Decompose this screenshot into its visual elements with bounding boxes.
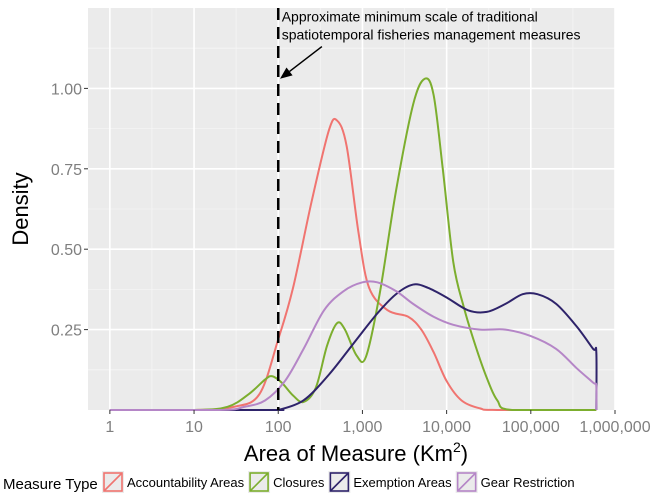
- legend-label: Closures: [273, 475, 325, 490]
- y-axis-title: Density: [8, 172, 33, 245]
- x-tick-label: 100: [265, 419, 292, 436]
- x-tick-label: 10: [185, 419, 203, 436]
- annotation-line-2: spatiotemporal fisheries management meas…: [282, 27, 581, 43]
- series-curve-accountability-areas: [109, 117, 597, 412]
- legend: Measure Type Accountability Areas Closure…: [3, 471, 575, 493]
- x-tick-label: 1,000: [342, 419, 382, 436]
- x-tick-label: 100,000: [502, 419, 560, 436]
- y-tick-label: 1.00: [51, 81, 82, 98]
- x-axis-title-suffix: ): [461, 441, 468, 466]
- y-axis-ticks: 0.25 0.50 0.75 1.00: [51, 81, 88, 340]
- legend-key-slash: [457, 472, 477, 492]
- x-axis-ticks: 1 10 100 1,000 10,000 100,000 1,000,000: [105, 410, 651, 436]
- y-tick-label: 0.50: [51, 242, 82, 259]
- annotation: Approximate minimum scale of traditional…: [280, 9, 581, 79]
- legend-key-box: [456, 472, 477, 492]
- x-axis-title: Area of Measure (Km2): [244, 439, 468, 466]
- legend-key-box: [329, 472, 350, 492]
- grid-lines: [88, 8, 616, 410]
- x-axis-title-superscript: 2: [453, 439, 461, 455]
- series-curve-exemption-areas: [109, 283, 598, 412]
- annotation-line-1: Approximate minimum scale of traditional: [282, 9, 538, 25]
- series-curve-gear-restriction: [109, 280, 598, 411]
- legend-key-slash: [329, 472, 349, 492]
- legend-item: Accountability Areas: [102, 471, 245, 493]
- legend-key-slash: [103, 472, 123, 492]
- legend-label: Exemption Areas: [353, 475, 452, 490]
- legend-key-slash: [249, 472, 269, 492]
- series-curve-closures: [109, 77, 597, 412]
- legend-title: Measure Type: [3, 476, 98, 493]
- legend-key-box: [249, 472, 269, 492]
- x-axis-title-main: Area of Measure (Km: [244, 441, 453, 466]
- legend-item: Exemption Areas: [328, 471, 452, 493]
- legend-label: Gear Restriction: [481, 475, 575, 490]
- legend-item: Gear Restriction: [455, 471, 575, 493]
- density-curves: [109, 77, 598, 412]
- x-tick-label: 1,000,000: [579, 419, 650, 436]
- x-tick-label: 1: [105, 419, 114, 436]
- y-tick-label: 0.75: [51, 162, 82, 179]
- legend-label: Accountability Areas: [127, 475, 245, 490]
- y-tick-label: 0.25: [51, 323, 82, 340]
- x-tick-label: 10,000: [422, 419, 471, 436]
- legend-item: Closures: [248, 471, 325, 493]
- annotation-arrow: [289, 45, 323, 73]
- legend-key-box: [103, 472, 123, 492]
- annotation-arrowhead: [280, 67, 293, 79]
